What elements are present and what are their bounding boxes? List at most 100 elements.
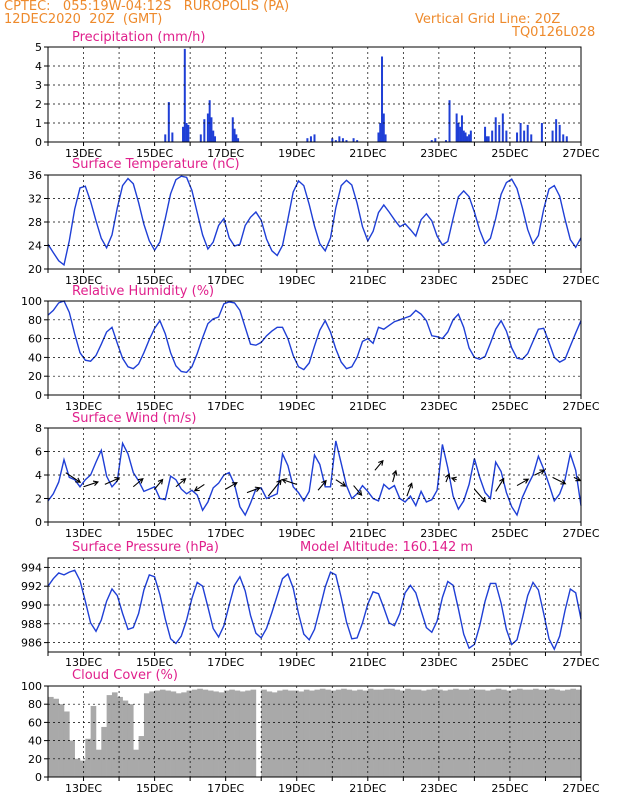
cloud-bar (319, 688, 326, 777)
y-tick-label: 986 (21, 637, 42, 650)
cloud-bar (143, 693, 150, 777)
wind-vector (374, 459, 384, 471)
cloud-bar (48, 696, 54, 777)
cloud-bar (218, 692, 225, 777)
cloud-bar (458, 689, 465, 777)
y-tick-label: 28 (28, 216, 42, 229)
wind-vector (391, 469, 398, 483)
x-tick-label: 17DEC (207, 527, 244, 540)
x-tick-label: 25DEC (491, 400, 528, 413)
cloud-bar (106, 695, 113, 777)
wind-vector (225, 482, 238, 490)
y-tick-label: 0 (35, 771, 42, 784)
cloud-bar (373, 689, 379, 777)
y-tick-label: 60 (28, 716, 42, 729)
cloud-bar (303, 689, 310, 777)
x-tick-label: 27DEC (562, 656, 599, 669)
wind-vector (516, 478, 530, 487)
x-tick-label: 27DEC (562, 147, 599, 160)
precip-bar (183, 48, 186, 142)
x-tick-label: 17DEC (207, 782, 244, 795)
x-tick-label: 25DEC (491, 527, 528, 540)
cloud-bar (469, 688, 475, 777)
cloud-bar (394, 689, 401, 777)
wind-vector (552, 476, 567, 485)
panel-title: Surface Temperature (nC) (72, 157, 240, 172)
precip-bar (206, 113, 209, 142)
x-tick-label: 13DEC (65, 400, 102, 413)
y-tick-label: 20 (28, 753, 42, 766)
wind-vector (154, 478, 164, 490)
wind-vector (281, 478, 297, 485)
x-tick-label: 21DEC (349, 400, 386, 413)
cloud-bar (549, 688, 555, 777)
cloud-bar (95, 749, 102, 777)
series-line (47, 300, 582, 374)
cloud-bar (101, 726, 107, 777)
y-tick-label: 4 (35, 469, 42, 482)
cloud-bar (501, 689, 507, 777)
cloud-bar (197, 688, 203, 777)
precip-bar (468, 134, 471, 142)
cloud-bar (543, 689, 550, 777)
precip-bar (382, 113, 385, 142)
cloud-bar (362, 690, 369, 777)
cloud-bar (565, 689, 571, 777)
chart-header: CPTEC: 055:19W-04:12S RUROPOLIS (PA) 12D… (0, 0, 618, 48)
cloud-bar (527, 689, 534, 777)
precip-bar (334, 140, 337, 142)
y-tick-label: 20 (28, 370, 42, 383)
series-line (47, 175, 582, 267)
precip-bar (341, 138, 344, 142)
y-tick-label: 2 (35, 98, 42, 111)
precip-bar (356, 140, 359, 142)
y-tick-label: 100 (21, 680, 42, 693)
y-tick-label: 32 (28, 193, 42, 206)
precip-bar (530, 134, 533, 142)
precip-bar (208, 100, 211, 142)
cloud-bar (367, 688, 374, 777)
x-tick-label: 21DEC (349, 782, 386, 795)
x-tick-label: 17DEC (207, 147, 244, 160)
cloud-bar (431, 688, 438, 777)
cloud-bar (53, 698, 59, 777)
cloud-bar (239, 691, 246, 777)
cloud-bar (437, 689, 443, 777)
cloud-bar (485, 690, 491, 777)
cloud-bar (293, 690, 299, 777)
cloud-bar (111, 692, 118, 777)
x-tick-label: 21DEC (349, 527, 386, 540)
y-tick-label: 60 (28, 333, 42, 346)
cloud-bar (442, 690, 449, 777)
x-tick-label: 15DEC (136, 400, 173, 413)
y-tick-label: 2 (35, 493, 42, 506)
wind-vector (104, 477, 121, 485)
x-tick-label: 23DEC (420, 782, 457, 795)
x-tick-label: 15DEC (136, 782, 173, 795)
precip-bar (182, 126, 185, 142)
y-tick-label: 6 (35, 446, 42, 459)
x-tick-label: 25DEC (491, 274, 528, 287)
y-tick-label: 36 (28, 169, 42, 182)
cloud-bar (298, 691, 305, 777)
cloud-bar (511, 689, 518, 777)
series-line (47, 569, 582, 651)
wind-vector (335, 479, 347, 487)
y-tick-label: 1 (35, 117, 42, 130)
x-tick-label: 19DEC (278, 527, 315, 540)
x-tick-label: 21DEC (349, 147, 386, 160)
cloud-bar (63, 711, 70, 777)
precip-bar (306, 138, 309, 142)
precip-bar (455, 113, 458, 142)
cloud-bar (533, 688, 539, 777)
wind-vector (573, 476, 582, 482)
cloud-bar (122, 700, 129, 777)
cloud-bar (453, 688, 459, 777)
cloud-bar (74, 758, 81, 777)
model-code: TQ0126L028 (512, 25, 596, 40)
panel-frame (47, 300, 582, 396)
precip-bar (331, 138, 334, 142)
y-tick-label: 0 (35, 389, 42, 402)
precip-bar (485, 136, 488, 142)
cloud-bar (426, 689, 433, 777)
